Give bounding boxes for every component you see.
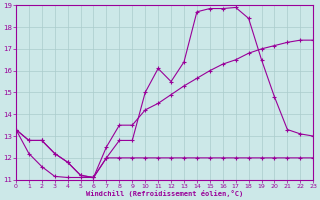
X-axis label: Windchill (Refroidissement éolien,°C): Windchill (Refroidissement éolien,°C) xyxy=(86,190,243,197)
